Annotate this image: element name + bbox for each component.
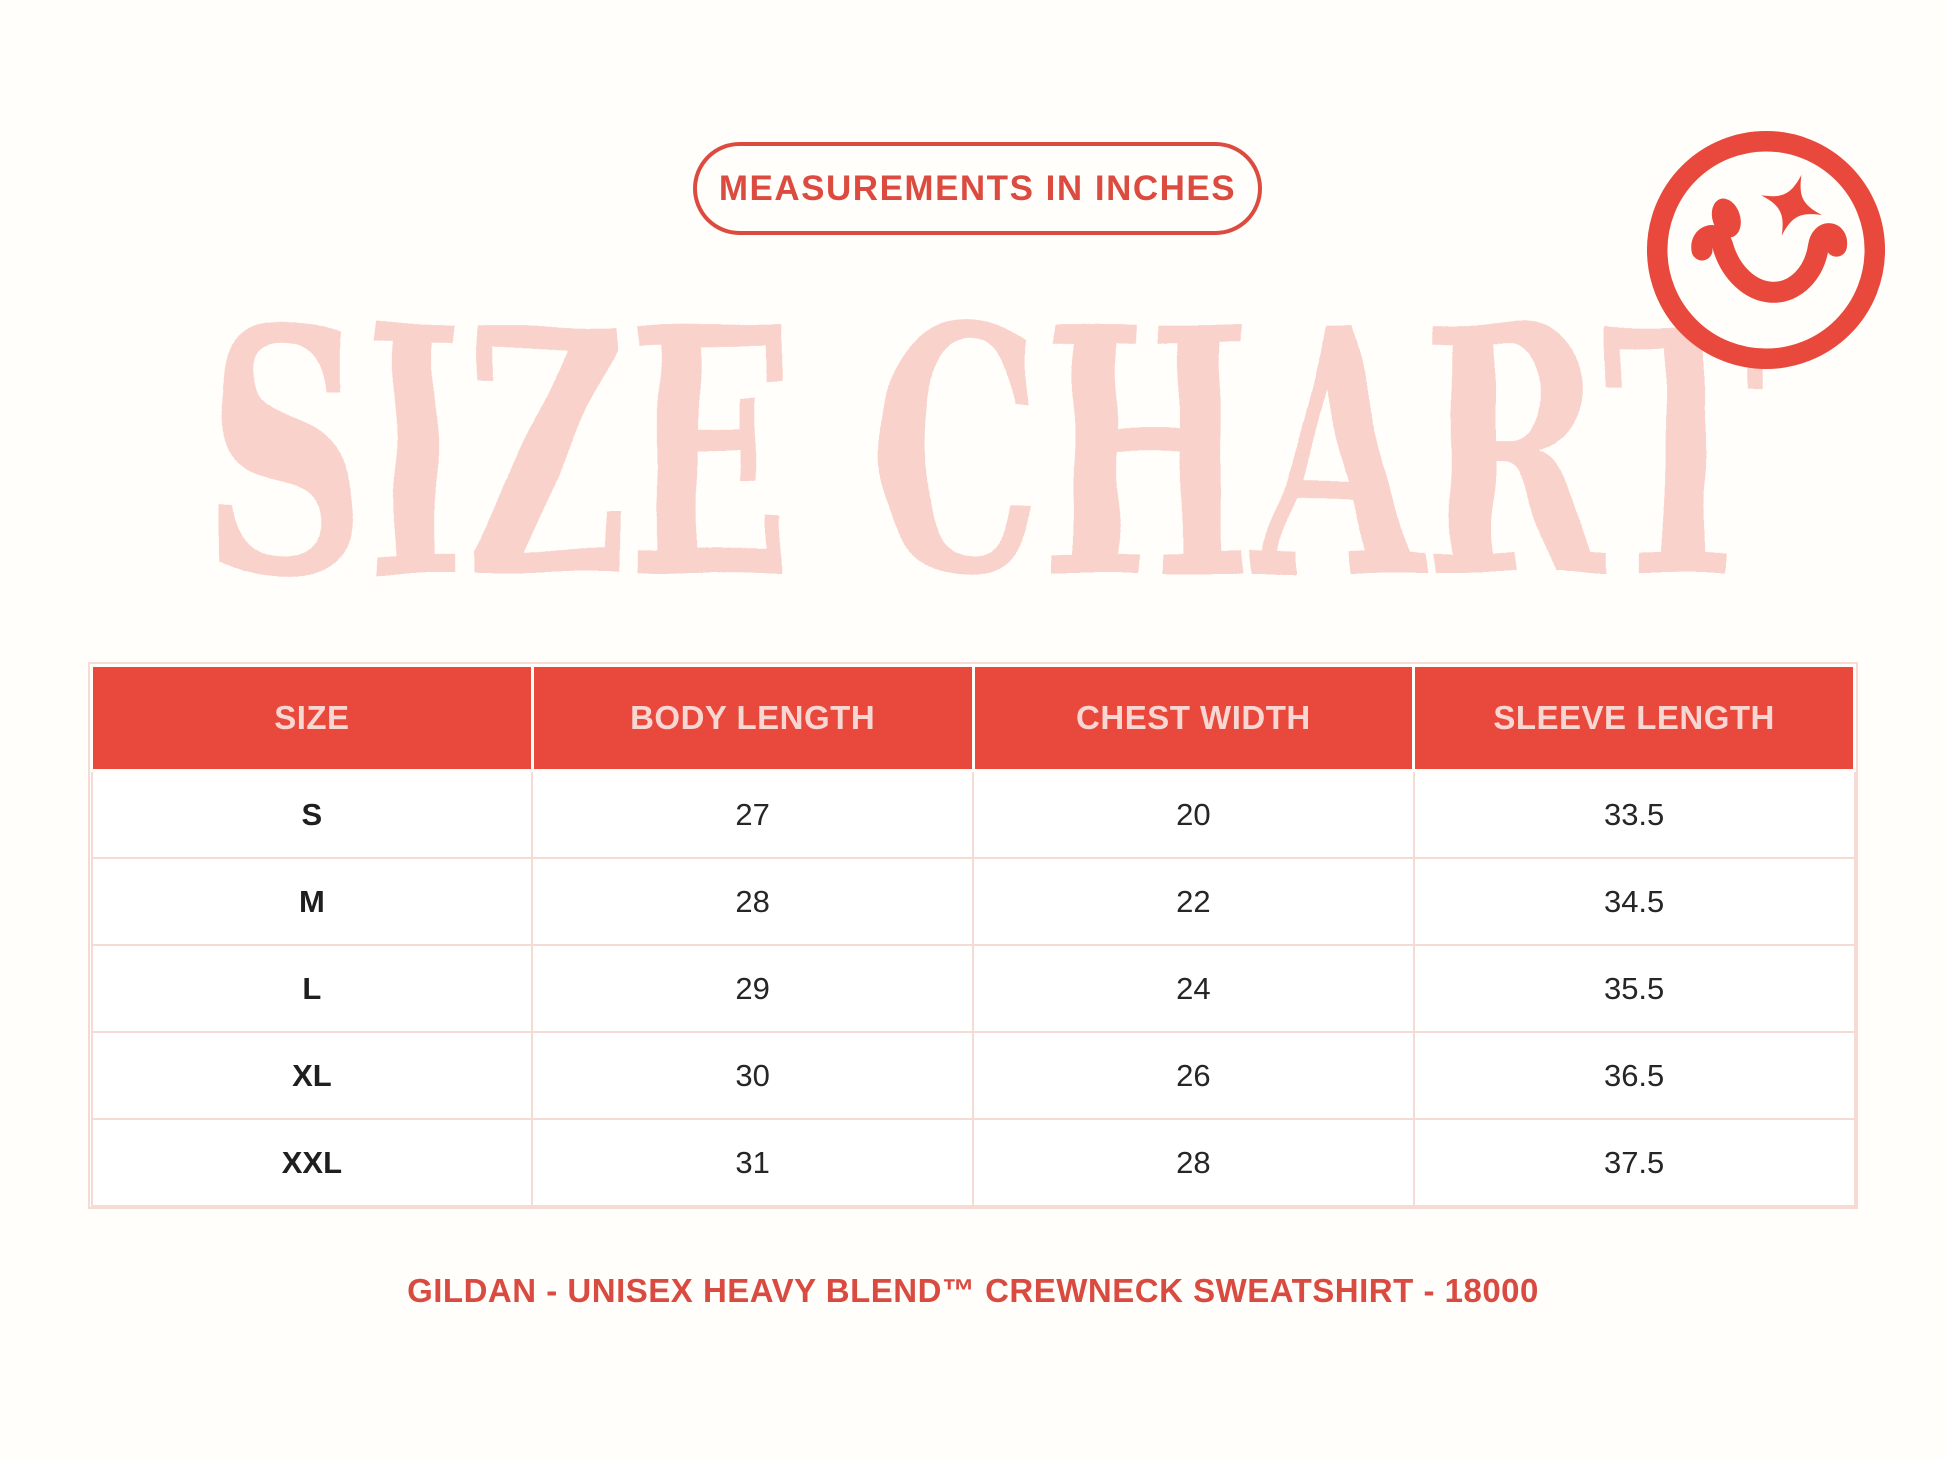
size-cell: S [90, 769, 534, 859]
size-table: SIZE BODY LENGTH CHEST WIDTH SLEEVE LENG… [90, 664, 1856, 1207]
table-row-m: M 28 22 34.5 [90, 857, 1856, 946]
column-header-size: SIZE [90, 664, 534, 772]
chest-width-cell: 28 [972, 1118, 1415, 1207]
sleeve-length-cell: 33.5 [1412, 769, 1856, 859]
measurements-badge-label: MEASUREMENTS IN INCHES [718, 168, 1237, 208]
measurements-badge: MEASUREMENTS IN INCHES [693, 142, 1262, 235]
body-length-cell: 31 [531, 1118, 974, 1207]
table-row-l: L 29 24 35.5 [90, 944, 1856, 1033]
page-title-text: SIZE CHART [205, 255, 1765, 654]
product-name-label: GILDAN - UNISEX HEAVY BLEND™ CREWNECK SW… [407, 1272, 1539, 1309]
size-cell: M [90, 857, 534, 946]
chest-width-cell: 24 [972, 944, 1415, 1033]
table-header-row: SIZE BODY LENGTH CHEST WIDTH SLEEVE LENG… [90, 664, 1856, 772]
chest-width-cell: 20 [972, 769, 1415, 859]
size-cell: L [90, 944, 534, 1033]
sleeve-length-cell: 34.5 [1412, 857, 1856, 946]
body-length-cell: 28 [531, 857, 974, 946]
size-cell: XL [90, 1031, 534, 1120]
size-table-container: SIZE BODY LENGTH CHEST WIDTH SLEEVE LENG… [88, 662, 1858, 1209]
body-length-cell: 27 [531, 769, 974, 859]
body-length-cell: 30 [531, 1031, 974, 1120]
chest-width-cell: 22 [972, 857, 1415, 946]
table-row-xxl: XXL 31 28 37.5 [90, 1118, 1856, 1207]
sleeve-length-cell: 37.5 [1412, 1118, 1856, 1207]
sleeve-length-cell: 36.5 [1412, 1031, 1856, 1120]
column-header-body-length: BODY LENGTH [530, 664, 975, 772]
column-header-sleeve-length: SLEEVE LENGTH [1412, 664, 1856, 772]
table-row-xl: XL 30 26 36.5 [90, 1031, 1856, 1120]
smiley-face-circle [1646, 130, 1886, 370]
sleeve-length-cell: 35.5 [1412, 944, 1856, 1033]
smiley-mouth [1691, 223, 1847, 303]
smiley-sparkle-eye [1761, 174, 1823, 236]
body-length-cell: 29 [531, 944, 974, 1033]
page-title: SIZE CHART [205, 255, 1765, 654]
size-cell: XXL [90, 1118, 534, 1207]
table-row-s: S 27 20 33.5 [90, 769, 1856, 859]
column-header-chest-width: CHEST WIDTH [971, 664, 1416, 772]
winking-smiley-icon [1646, 130, 1886, 370]
chest-width-cell: 26 [972, 1031, 1415, 1120]
